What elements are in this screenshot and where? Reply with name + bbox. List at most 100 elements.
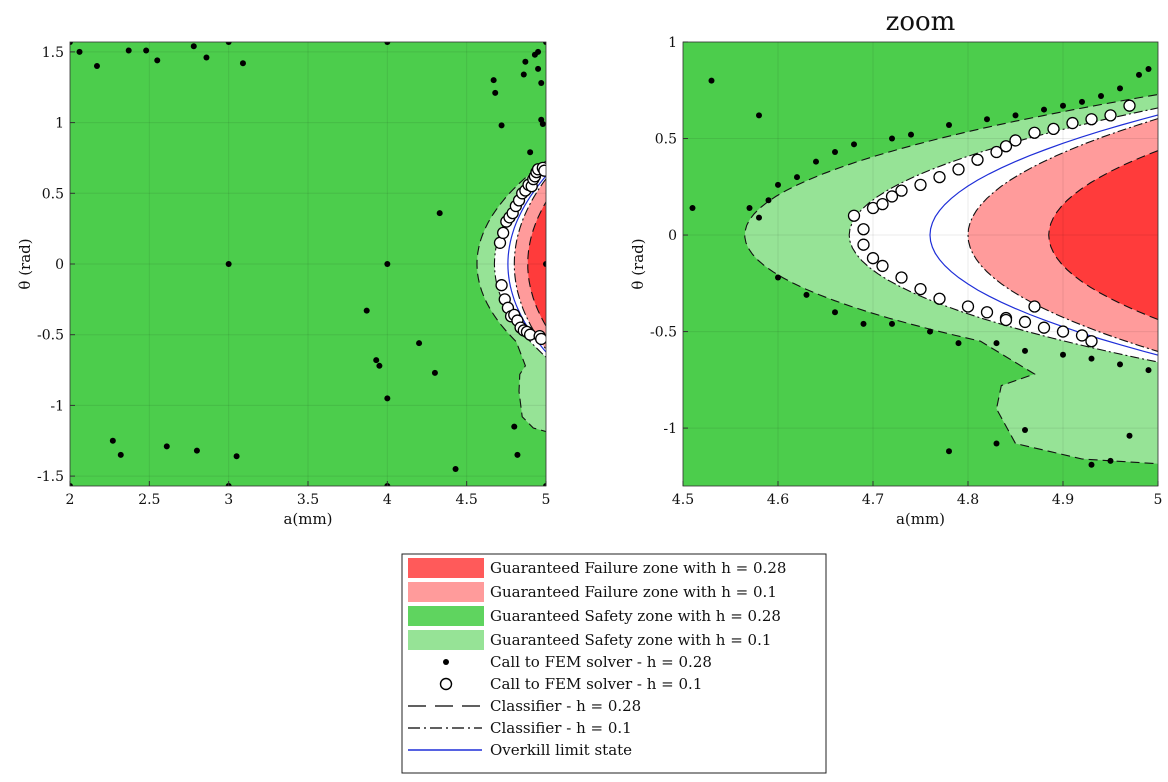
fem-call-h028 <box>1145 66 1152 73</box>
fem-call-h028 <box>1041 106 1047 113</box>
fem-call-h01 <box>857 238 870 251</box>
fem-call-h028 <box>163 443 170 450</box>
classifier-h01-outer <box>493 170 546 358</box>
chart-panel-zoom: 4.5 4.6 4.7 4.8 4.9 5 1 0.5 0 -0.5 -1 a(mm) θ (rad) z… <box>629 7 1162 528</box>
points <box>689 66 1152 468</box>
fem-call-h028 <box>117 451 124 458</box>
y-tick-label: 0.5 <box>42 186 64 202</box>
fem-call-h01 <box>914 282 927 296</box>
fem-call-h028 <box>946 448 952 455</box>
y-axis-label: θ (rad) <box>16 238 34 289</box>
fem-call-h028 <box>832 309 838 316</box>
fem-call-h028 <box>1022 347 1028 354</box>
fem-call-h028 <box>1117 85 1123 92</box>
fem-call-h028 <box>535 48 542 55</box>
x-axis-label: a(mm) <box>283 510 332 528</box>
failure-zone-h028 <box>527 202 546 326</box>
x-tick-label: 4 <box>383 492 392 508</box>
fem-call-h01 <box>1085 335 1098 348</box>
fem-call-h01 <box>980 306 994 319</box>
fem-call-h028 <box>225 261 232 267</box>
fem-call-h028 <box>756 112 762 119</box>
failure-zone-h028 <box>1048 150 1158 320</box>
x-tick-label: 4.5 <box>672 492 694 508</box>
fem-call-h01 <box>1028 126 1041 139</box>
x-tick-label: 4.9 <box>1052 492 1074 508</box>
legend-label: Guaranteed Safety zone with h = 0.1 <box>490 631 771 649</box>
fem-call-h01 <box>895 184 908 197</box>
x-tick-label: 4.5 <box>456 492 478 508</box>
fem-call-h028 <box>511 423 518 430</box>
fem-call-h028 <box>452 466 459 473</box>
fem-call-h01 <box>497 226 510 240</box>
fem-call-h028 <box>746 205 753 212</box>
fem-call-h028 <box>535 65 542 72</box>
y-tick-label: 1 <box>55 116 64 132</box>
fem-call-h028 <box>1060 102 1066 109</box>
fem-call-h028 <box>1088 461 1095 468</box>
fem-call-h028 <box>416 340 423 347</box>
fem-call-h01 <box>876 259 889 273</box>
legend-swatch <box>408 630 484 650</box>
fem-call-h01 <box>1075 329 1089 342</box>
legend-label: Overkill limit state <box>490 741 632 759</box>
fem-call-h028 <box>955 340 962 347</box>
legend-label: Guaranteed Safety zone with h = 0.28 <box>490 607 781 625</box>
fem-call-h028 <box>543 261 546 267</box>
safety-zone-h028 <box>70 42 546 486</box>
fem-call-h01 <box>1085 113 1098 126</box>
y-tick-label: -1.5 <box>37 469 64 485</box>
fem-call-h028 <box>190 43 197 50</box>
legend-label: Call to FEM solver - h = 0.28 <box>490 653 712 671</box>
y-tick-label: 0.5 <box>655 132 677 148</box>
y-tick-label: 0 <box>55 257 64 273</box>
fem-call-h01 <box>857 223 870 236</box>
fem-call-h01 <box>933 170 946 184</box>
fem-call-h028 <box>889 135 895 142</box>
fem-call-h028 <box>775 274 781 281</box>
fem-call-h01 <box>1056 325 1070 338</box>
fem-call-h01 <box>933 292 946 305</box>
fem-call-h028 <box>1012 112 1019 119</box>
fem-call-h01 <box>876 198 889 211</box>
fem-call-h028 <box>436 210 443 217</box>
x-tick-label: 4.8 <box>957 492 979 508</box>
y-tick-label: 1.5 <box>42 45 64 61</box>
fem-call-h028 <box>946 122 952 129</box>
fem-call-h01 <box>1047 122 1060 136</box>
fem-call-h01 <box>999 313 1013 327</box>
fem-call-h028 <box>193 447 200 454</box>
fem-call-h01 <box>990 145 1003 159</box>
fem-call-h01 <box>1066 116 1079 130</box>
legend-swatch <box>408 606 484 626</box>
ticks: 4.5 4.6 4.7 4.8 4.9 5 1 0.5 0 -0.5 -1 <box>650 35 1162 508</box>
fem-call-h01 <box>895 271 908 284</box>
y-tick-label: 0 <box>668 228 677 244</box>
fem-call-h028 <box>1117 361 1123 368</box>
fem-call-h028 <box>431 369 438 376</box>
fem-call-h028 <box>832 149 838 156</box>
fem-call-h01 <box>1009 134 1022 147</box>
fem-call-h028 <box>1088 355 1095 362</box>
x-tick-label: 3.5 <box>297 492 319 508</box>
fem-call-h01 <box>1028 300 1041 313</box>
fem-call-h028 <box>492 89 499 96</box>
fem-call-h028 <box>93 63 100 70</box>
overkill-limit-state <box>929 114 1158 356</box>
fem-call-h01 <box>535 332 546 346</box>
legend-label: Guaranteed Failure zone with h = 0.28 <box>490 559 786 577</box>
fem-call-h028 <box>765 197 772 204</box>
points <box>70 42 546 486</box>
fem-call-h028 <box>373 357 380 364</box>
fem-call-h01 <box>914 178 927 192</box>
fem-call-h01 <box>866 252 880 265</box>
fem-call-h028 <box>384 42 391 45</box>
zone-layers <box>744 94 1158 464</box>
fem-call-h028 <box>1079 98 1085 105</box>
legend: Guaranteed Failure zone with h = 0.28 Gua… <box>401 553 827 774</box>
fem-call-h028 <box>1145 367 1152 374</box>
y-tick-label: -0.5 <box>37 328 64 344</box>
fem-call-h028 <box>363 307 370 314</box>
